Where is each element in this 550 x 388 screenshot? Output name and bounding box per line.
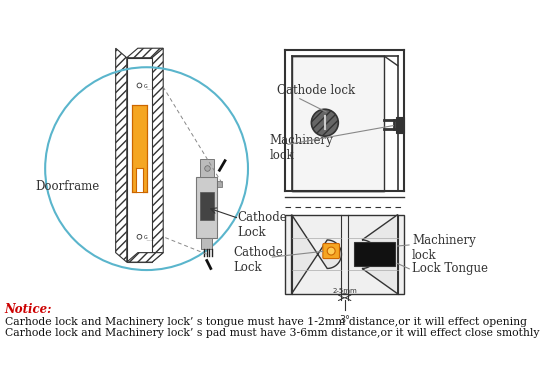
Text: Machinery
lock: Machinery lock bbox=[412, 234, 476, 262]
Text: Cathode
Lock: Cathode Lock bbox=[238, 211, 288, 239]
Text: Cathode lock: Cathode lock bbox=[277, 84, 355, 97]
Text: G__: G__ bbox=[144, 235, 155, 241]
Circle shape bbox=[137, 83, 142, 88]
Bar bbox=[200, 159, 214, 177]
Text: G__: G__ bbox=[144, 83, 155, 89]
Text: Machinery
lock: Machinery lock bbox=[270, 134, 333, 162]
Bar bbox=[396, 117, 404, 133]
Text: 3°: 3° bbox=[339, 315, 350, 325]
Polygon shape bbox=[152, 48, 163, 262]
Bar bbox=[201, 238, 212, 249]
Bar bbox=[136, 168, 143, 192]
Bar bbox=[126, 58, 152, 262]
Bar bbox=[217, 180, 222, 187]
Polygon shape bbox=[126, 48, 163, 58]
Bar bbox=[285, 215, 404, 294]
Bar bbox=[196, 177, 217, 238]
Text: Notice:: Notice: bbox=[5, 303, 52, 316]
Circle shape bbox=[137, 234, 142, 239]
Bar bbox=[131, 105, 147, 192]
Polygon shape bbox=[116, 48, 127, 262]
Text: Doorframe: Doorframe bbox=[35, 180, 100, 193]
FancyBboxPatch shape bbox=[323, 244, 339, 258]
Polygon shape bbox=[292, 56, 384, 191]
Text: Carhode lock and Machinery lock’ s pad must have 3-6mm distance,or it will effec: Carhode lock and Machinery lock’ s pad m… bbox=[5, 328, 539, 338]
Circle shape bbox=[311, 109, 338, 136]
Bar bbox=[200, 192, 214, 220]
Text: Carhode lock and Machinery lock’ s tongue must have 1-2mm distance,or it will ef: Carhode lock and Machinery lock’ s tongu… bbox=[5, 317, 527, 327]
Text: 2-5mm: 2-5mm bbox=[332, 288, 357, 294]
Text: Lock Tongue: Lock Tongue bbox=[412, 262, 488, 275]
Polygon shape bbox=[292, 215, 342, 294]
Text: Cathode
Lock: Cathode Lock bbox=[234, 246, 283, 274]
Polygon shape bbox=[362, 215, 398, 294]
Polygon shape bbox=[126, 253, 163, 262]
Circle shape bbox=[327, 247, 335, 255]
Bar bbox=[354, 242, 394, 266]
